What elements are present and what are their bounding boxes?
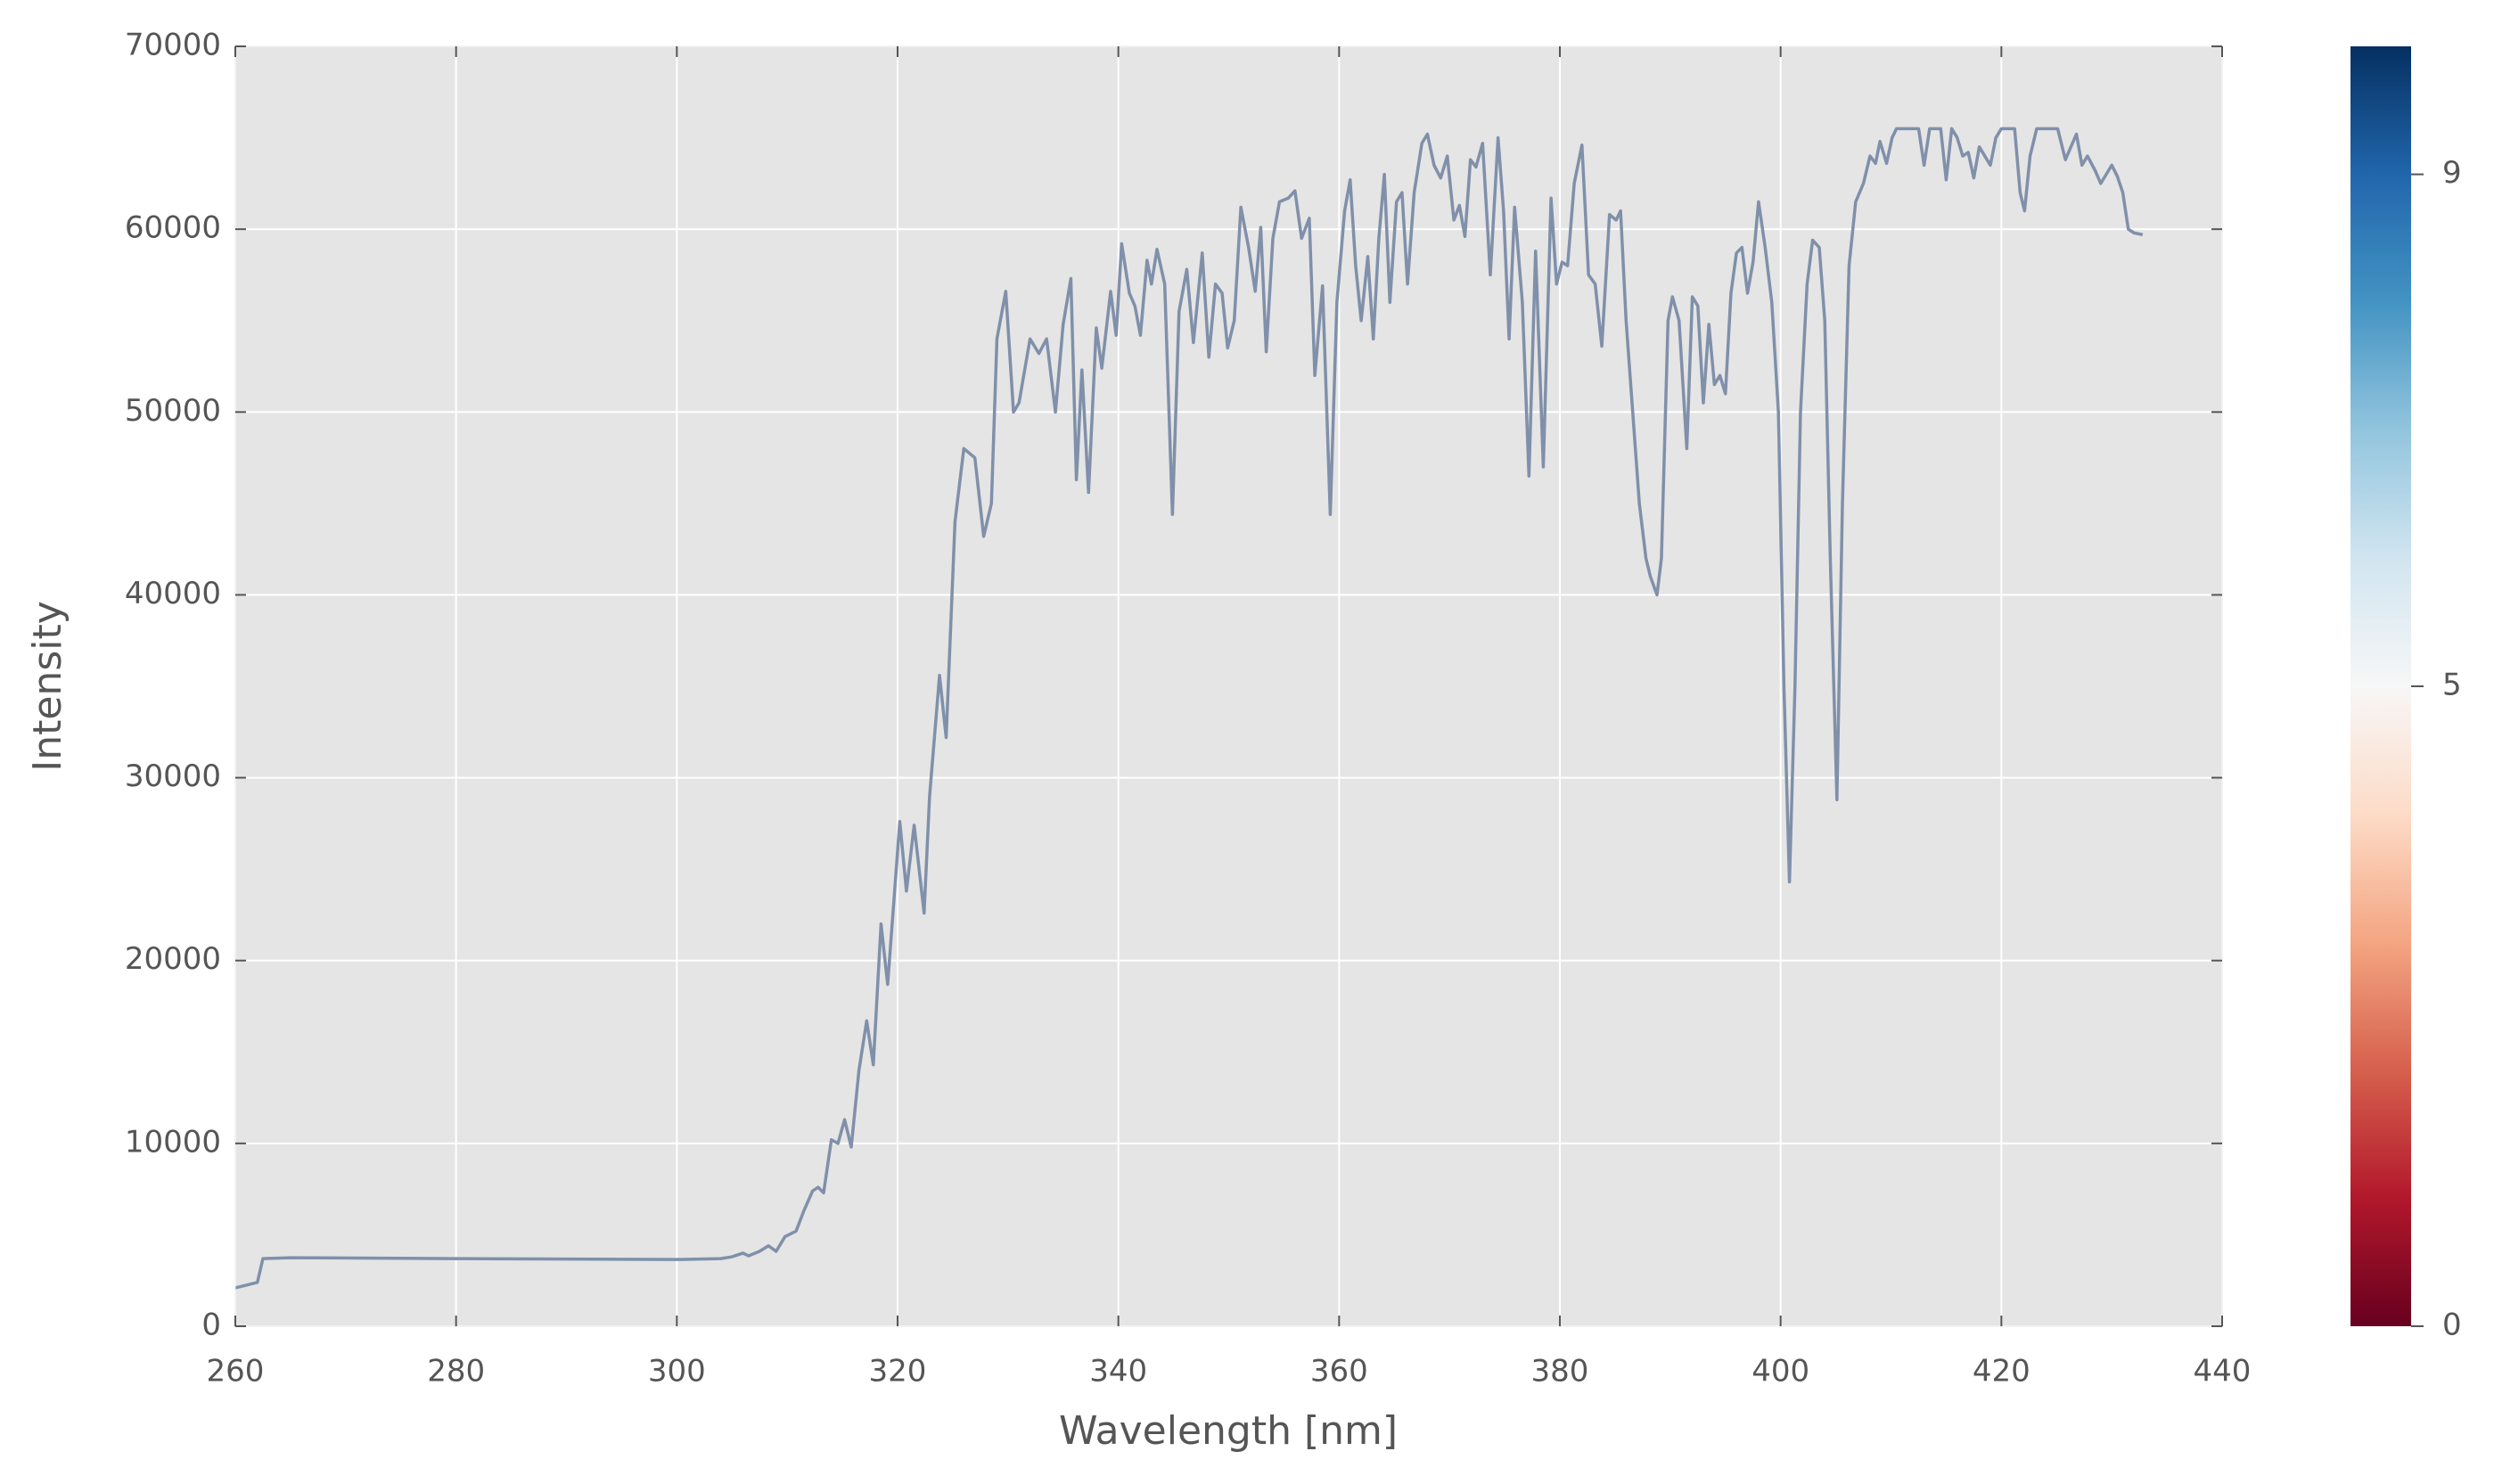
y-tick-label: 30000 [125, 758, 221, 794]
colorbar-tick-label: 5 [2442, 668, 2462, 703]
y-tick-label: 70000 [125, 28, 221, 63]
x-tick-label: 380 [1531, 1354, 1589, 1390]
colorbar-tick-label: 0 [2442, 1308, 2462, 1343]
x-tick-label: 420 [1973, 1354, 2030, 1390]
x-tick-label: 280 [427, 1354, 485, 1390]
colorbar-tick-label: 9 [2442, 155, 2462, 191]
x-tick-label: 440 [2194, 1354, 2252, 1390]
x-tick-label: 360 [1310, 1354, 1368, 1390]
y-tick-label: 0 [201, 1308, 221, 1343]
data-line [234, 127, 2144, 1290]
colorbar [2350, 46, 2411, 1326]
y-tick-label: 40000 [125, 576, 221, 611]
y-tick-label: 20000 [125, 941, 221, 977]
y-tick-label: 60000 [125, 210, 221, 246]
x-tick-label: 260 [207, 1354, 265, 1390]
plot-area [235, 46, 2222, 1326]
x-tick-label: 340 [1089, 1354, 1147, 1390]
plot-frame [234, 45, 2223, 1327]
y-tick-label: 10000 [125, 1124, 221, 1160]
x-tick-label: 320 [869, 1354, 927, 1390]
y-axis-label: Intensity [25, 601, 70, 772]
x-tick-label: 300 [648, 1354, 706, 1390]
x-tick-label: 400 [1752, 1354, 1809, 1390]
x-axis-label: Wavelength [nm] [1059, 1408, 1398, 1454]
y-tick-label: 50000 [125, 393, 221, 429]
